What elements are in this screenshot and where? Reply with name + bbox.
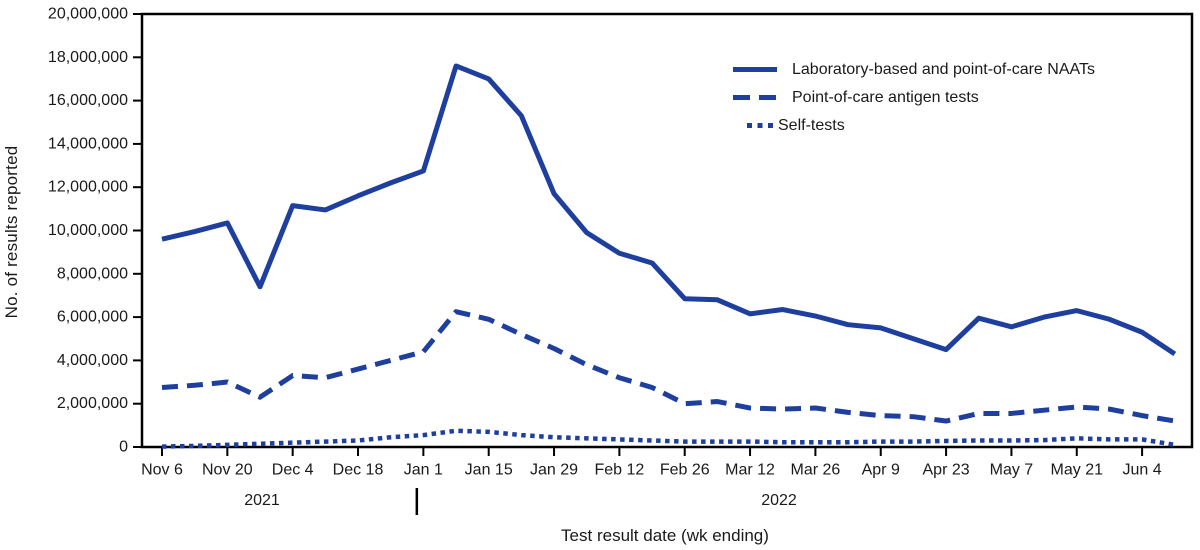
y-tick-label: 6,000,000 xyxy=(57,309,128,326)
year-label-2022: 2022 xyxy=(761,492,797,509)
x-tick-label: Mar 12 xyxy=(725,462,775,479)
x-tick-label: Dec 18 xyxy=(333,462,384,479)
y-axis-title: No. of results reported xyxy=(2,145,21,319)
x-tick-label: Feb 12 xyxy=(594,462,644,479)
legend-item-selftests: Self-tests xyxy=(733,116,1095,135)
x-tick-label: Jan 15 xyxy=(465,462,513,479)
legend-label-selftests: Self-tests xyxy=(778,116,845,134)
legend-label-antigen: Point-of-care antigen tests xyxy=(792,88,979,106)
y-tick-label: 18,000,000 xyxy=(48,49,128,66)
x-tick-label: Nov 6 xyxy=(141,462,183,479)
y-tick-label: 2,000,000 xyxy=(57,395,128,412)
dashed-line-swatch-icon xyxy=(733,95,777,100)
chart-legend: Laboratory-based and point-of-care NAATs… xyxy=(733,60,1095,135)
y-tick-label: 10,000,000 xyxy=(48,222,128,239)
series-line-dashed xyxy=(161,309,1176,424)
x-tick-label: Nov 20 xyxy=(202,462,253,479)
solid-line-swatch-icon xyxy=(733,67,777,72)
y-tick-label: 14,000,000 xyxy=(48,135,128,152)
x-tick-label: Jan 1 xyxy=(404,462,443,479)
legend-item-naats: Laboratory-based and point-of-care NAATs xyxy=(733,60,1095,79)
x-tick-label: Dec 4 xyxy=(272,462,314,479)
year-label-2021: 2021 xyxy=(244,492,280,509)
series-line-dotted xyxy=(161,428,1176,449)
y-tick-label: 0 xyxy=(119,439,128,456)
y-tick-label: 12,000,000 xyxy=(48,179,128,196)
y-tick-label: 16,000,000 xyxy=(48,92,128,109)
y-tick-label: 20,000,000 xyxy=(48,6,128,23)
x-axis-title: Test result date (wk ending) xyxy=(561,526,769,545)
series-line-solid xyxy=(161,63,1177,356)
x-tick-label: Feb 26 xyxy=(660,462,710,479)
legend-item-antigen: Point-of-care antigen tests xyxy=(733,88,1095,107)
y-tick-label: 4,000,000 xyxy=(57,352,128,369)
x-tick-label: Mar 26 xyxy=(791,462,841,479)
x-tick-label: May 7 xyxy=(990,462,1034,479)
x-tick-label: Jan 29 xyxy=(530,462,578,479)
dotted-line-swatch-icon xyxy=(747,123,777,128)
y-tick-label: 8,000,000 xyxy=(57,265,128,282)
x-tick-label: Jun 4 xyxy=(1123,462,1162,479)
x-tick-label: May 21 xyxy=(1051,462,1104,479)
legend-label-naats: Laboratory-based and point-of-care NAATs xyxy=(792,60,1095,78)
x-tick-label: Apr 9 xyxy=(862,462,900,479)
x-tick-label: Apr 23 xyxy=(923,462,970,479)
